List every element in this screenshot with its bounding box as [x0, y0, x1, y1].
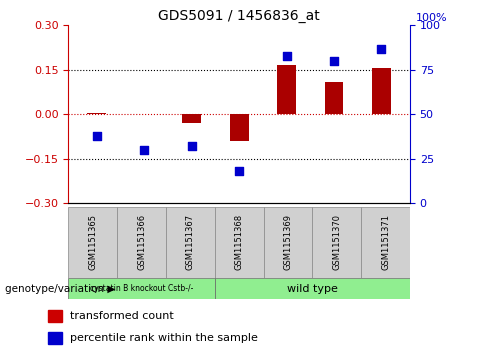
Bar	[372, 68, 391, 114]
Bar	[117, 207, 166, 278]
Text: GSM1151366: GSM1151366	[137, 214, 146, 270]
Text: GSM1151369: GSM1151369	[284, 214, 292, 270]
Text: percentile rank within the sample: percentile rank within the sample	[69, 333, 257, 343]
Text: wild type: wild type	[287, 284, 338, 294]
Bar	[215, 278, 410, 299]
Bar	[166, 207, 215, 278]
Bar	[361, 207, 410, 278]
Bar	[48, 310, 62, 322]
Point	[188, 143, 196, 149]
Text: GSM1151368: GSM1151368	[235, 214, 244, 270]
Bar	[68, 207, 117, 278]
Bar	[87, 113, 106, 114]
Text: 100%: 100%	[415, 13, 447, 23]
Text: GSM1151367: GSM1151367	[186, 214, 195, 270]
Text: GSM1151371: GSM1151371	[381, 214, 390, 270]
Bar	[312, 207, 361, 278]
Text: GSM1151365: GSM1151365	[88, 214, 97, 270]
Bar	[264, 207, 312, 278]
Point	[93, 133, 101, 139]
Bar	[48, 332, 62, 344]
Point	[283, 53, 290, 58]
Bar	[68, 278, 215, 299]
Point	[141, 147, 148, 153]
Text: genotype/variation ▶: genotype/variation ▶	[5, 284, 115, 294]
Point	[378, 46, 386, 52]
Title: GDS5091 / 1456836_at: GDS5091 / 1456836_at	[158, 9, 320, 23]
Bar	[230, 114, 248, 141]
Text: transformed count: transformed count	[69, 311, 173, 321]
Point	[235, 168, 243, 174]
Text: GSM1151370: GSM1151370	[332, 214, 341, 270]
Text: cystatin B knockout Cstb-/-: cystatin B knockout Cstb-/-	[90, 285, 193, 293]
Bar	[277, 65, 296, 114]
Bar	[215, 207, 264, 278]
Bar	[325, 82, 344, 114]
Bar	[182, 114, 201, 123]
Point	[330, 58, 338, 64]
